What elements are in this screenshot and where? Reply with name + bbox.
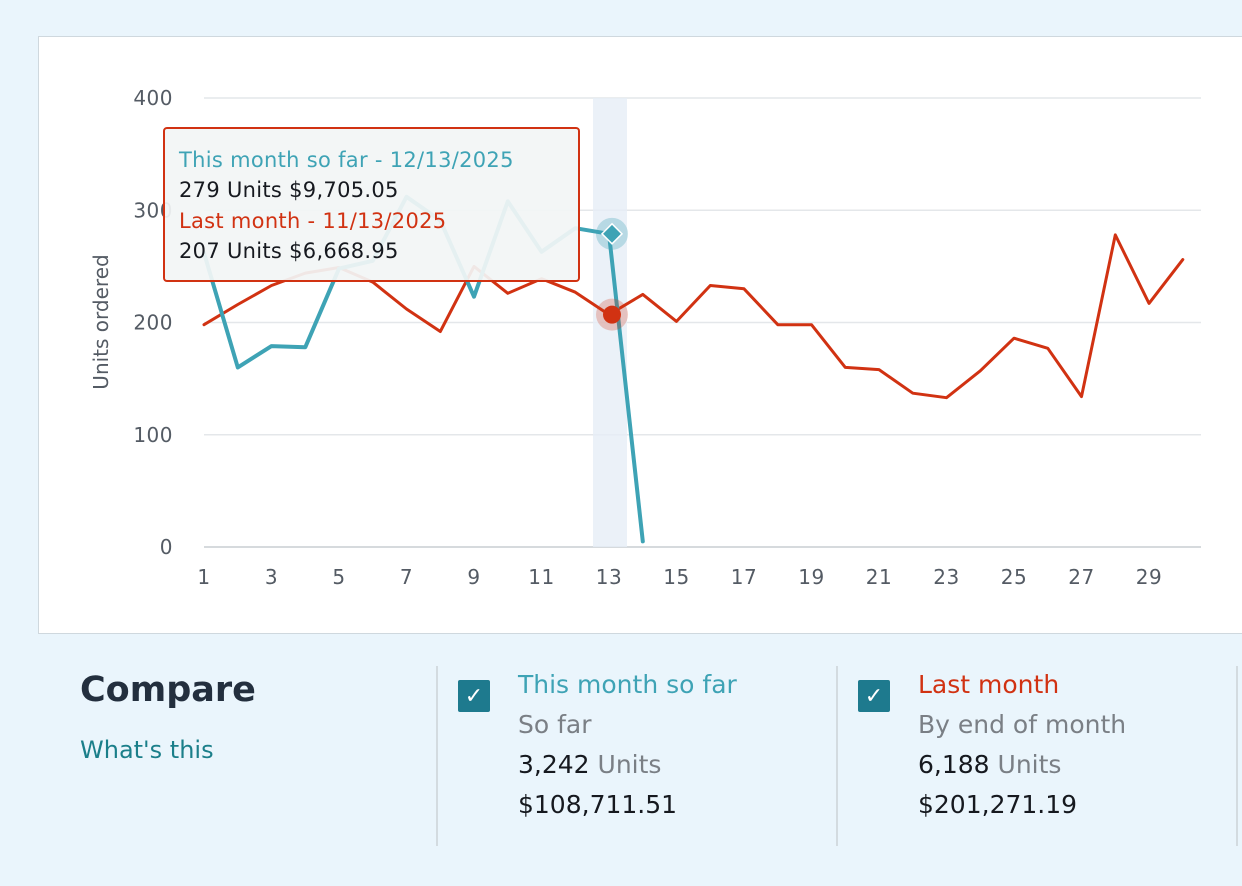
tooltip-last-month-values: 207 Units $6,668.95: [179, 239, 399, 263]
tooltip-this-month-values: 279 Units $9,705.05: [179, 178, 399, 202]
this-month-marker: [600, 222, 624, 245]
x-tick-label: 25: [1001, 565, 1027, 589]
x-tick-label: 17: [731, 565, 757, 589]
check-icon: ✓: [464, 683, 484, 709]
x-tick-label: 27: [1068, 565, 1094, 589]
tooltip-this-month-title: This month so far - 12/13/2025: [178, 148, 514, 172]
legend-this-month-units: 3,242 Units: [518, 750, 661, 779]
x-tick-label: 19: [798, 565, 824, 589]
units-word: Units: [597, 750, 662, 779]
y-tick-label: 100: [133, 423, 173, 447]
x-tick-label: 21: [866, 565, 892, 589]
y-tick-label: 200: [133, 311, 173, 335]
x-tick-label: 13: [596, 565, 622, 589]
x-tick-label: 9: [467, 565, 480, 589]
x-tick-label: 23: [933, 565, 959, 589]
y-tick-label: 400: [133, 86, 173, 110]
legend-this-month-subtitle: So far: [518, 710, 592, 739]
divider: [836, 666, 838, 846]
units-value: 3,242: [518, 750, 590, 779]
x-tick-label: 5: [332, 565, 345, 589]
chart-tooltip: This month so far - 12/13/2025 279 Units…: [163, 127, 580, 282]
legend-last-month-title: Last month: [918, 670, 1060, 699]
last-month-checkbox[interactable]: ✓: [858, 680, 890, 712]
units-value: 6,188: [918, 750, 990, 779]
legend-this-month-amount: $108,711.51: [518, 790, 678, 819]
y-axis-label: Units ordered: [89, 254, 113, 389]
legend-last-month-subtitle: By end of month: [918, 710, 1127, 739]
tooltip-last-month-title: Last month - 11/13/2025: [179, 209, 446, 233]
x-tick-label: 11: [528, 565, 554, 589]
divider: [436, 666, 438, 846]
divider: [1236, 666, 1238, 846]
compare-title: Compare: [80, 670, 256, 710]
legend-this-month-title: This month so far: [518, 670, 737, 699]
x-tick-label: 29: [1136, 565, 1162, 589]
legend-last-month-amount: $201,271.19: [918, 790, 1078, 819]
x-tick-label: 3: [265, 565, 278, 589]
check-icon: ✓: [864, 683, 884, 709]
units-word: Units: [997, 750, 1062, 779]
x-tick-label: 1: [197, 565, 210, 589]
x-tick-label: 15: [663, 565, 689, 589]
x-tick-label: 7: [400, 565, 413, 589]
y-tick-label: 0: [160, 535, 173, 559]
last-month-marker: [603, 305, 621, 324]
legend-last-month-units: 6,188 Units: [918, 750, 1061, 779]
whats-this-link[interactable]: What's this: [80, 736, 214, 764]
this-month-checkbox[interactable]: ✓: [458, 680, 490, 712]
